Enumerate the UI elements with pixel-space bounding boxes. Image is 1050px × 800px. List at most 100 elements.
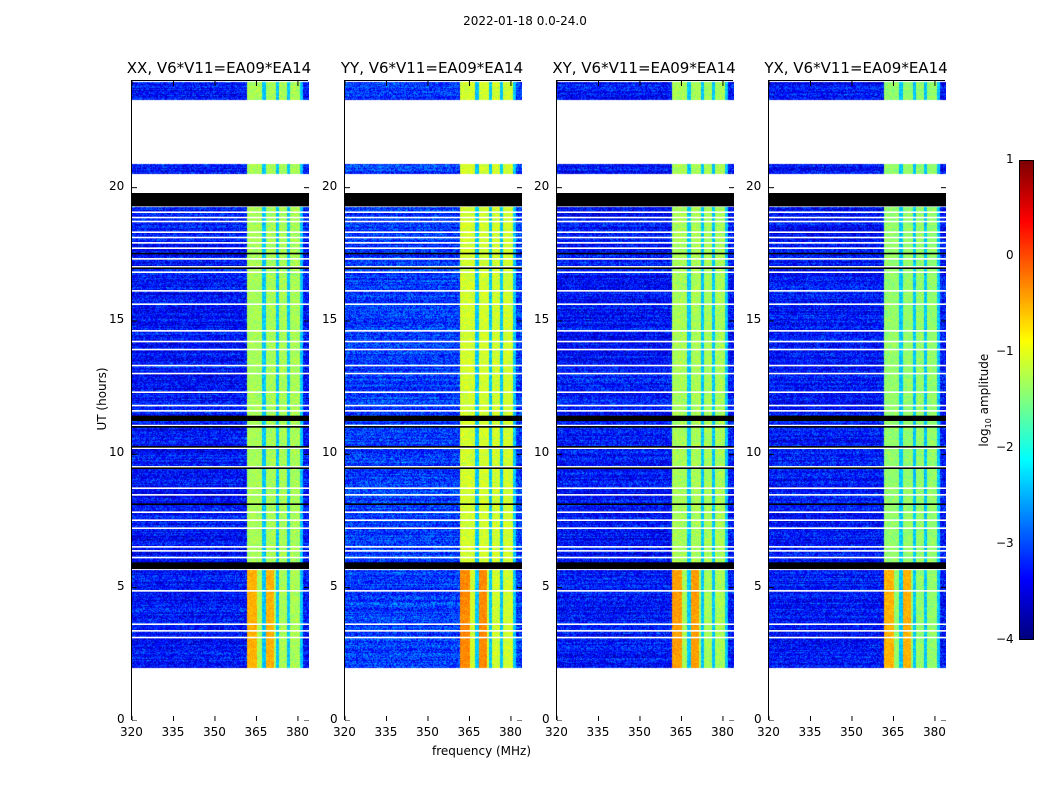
gap-line bbox=[132, 546, 309, 548]
y-tick-label: 20 bbox=[746, 178, 762, 193]
gap-line bbox=[345, 556, 522, 559]
x-tick-label: 320 bbox=[120, 725, 143, 739]
gap-line bbox=[769, 372, 946, 375]
x-tick-label: 335 bbox=[586, 725, 610, 739]
gap-line bbox=[132, 258, 309, 260]
gap-line bbox=[132, 211, 309, 213]
gap-line bbox=[557, 447, 734, 449]
gap-line bbox=[345, 330, 522, 332]
flag-line bbox=[769, 426, 946, 428]
y-tick-label: 10 bbox=[534, 445, 550, 460]
gap-line bbox=[345, 550, 522, 552]
flag-line bbox=[769, 446, 946, 448]
gap-line bbox=[345, 372, 522, 375]
gap-line bbox=[557, 466, 734, 468]
flag-line bbox=[345, 446, 522, 448]
gap-line bbox=[769, 630, 946, 632]
panel-title: XY, V6*V11=EA09*EA14 bbox=[552, 59, 736, 77]
y-tick-label: 10 bbox=[746, 445, 762, 460]
gap-line bbox=[345, 247, 522, 249]
x-tick-label: 365 bbox=[881, 725, 905, 739]
gap-line bbox=[132, 494, 309, 496]
flag-line bbox=[345, 467, 522, 469]
gap-line bbox=[769, 636, 946, 639]
x-tick-label: 350 bbox=[839, 725, 863, 739]
gap-line bbox=[132, 242, 309, 244]
gap-line bbox=[557, 372, 734, 375]
gap-line bbox=[132, 424, 309, 427]
gap-line bbox=[557, 546, 734, 548]
gap-line bbox=[345, 494, 522, 496]
gap-line bbox=[557, 231, 734, 233]
gap-line bbox=[557, 630, 734, 632]
flag-line bbox=[132, 503, 309, 505]
gap-line bbox=[345, 636, 522, 639]
flag-line bbox=[132, 467, 309, 469]
gap-line bbox=[132, 550, 309, 552]
gap-line bbox=[769, 527, 946, 529]
gap-line bbox=[132, 216, 309, 219]
panel-title: YX, V6*V11=EA09*EA14 bbox=[764, 59, 948, 77]
panel-title: XX, V6*V11=EA09*EA14 bbox=[126, 59, 312, 77]
gap-line bbox=[345, 348, 522, 351]
gap-line bbox=[345, 447, 522, 449]
colorbar-tick-label: 1 bbox=[1006, 152, 1014, 166]
gap-line bbox=[557, 623, 734, 625]
y-tick-label: 5 bbox=[754, 578, 762, 593]
gap-line bbox=[345, 466, 522, 468]
y-tick-label: 0 bbox=[754, 712, 762, 726]
gap-line bbox=[557, 247, 734, 249]
gap-line bbox=[132, 372, 309, 375]
gap-line bbox=[345, 303, 522, 305]
gap-line bbox=[132, 271, 309, 273]
gap-line bbox=[345, 404, 522, 407]
gap-line bbox=[769, 340, 946, 343]
gap-line bbox=[769, 391, 946, 393]
flagged-segment bbox=[557, 193, 734, 207]
flag-line bbox=[345, 267, 522, 269]
x-tick-label: 380 bbox=[498, 725, 522, 739]
gap-line bbox=[557, 511, 734, 513]
gap-line bbox=[132, 220, 309, 223]
gap-line bbox=[345, 630, 522, 632]
gap-line bbox=[132, 404, 309, 407]
gap-line bbox=[769, 511, 946, 513]
gap-line bbox=[557, 340, 734, 343]
gap-line bbox=[557, 636, 734, 639]
x-tick-label: 320 bbox=[333, 725, 356, 739]
y-tick-label: 10 bbox=[109, 445, 125, 460]
gap-line bbox=[132, 487, 309, 489]
flagged-segment bbox=[132, 415, 309, 421]
heatmap-image bbox=[345, 81, 522, 721]
gap-line bbox=[345, 266, 522, 268]
flag-line bbox=[557, 267, 734, 269]
flag-line bbox=[557, 446, 734, 448]
gap-line bbox=[345, 424, 522, 427]
x-tick-label: 350 bbox=[627, 725, 651, 739]
flag-line bbox=[769, 252, 946, 255]
flagged-segment bbox=[769, 562, 946, 569]
colorbar-label: log10 amplitude bbox=[976, 353, 994, 447]
gap-line bbox=[769, 590, 946, 592]
gap-line bbox=[132, 511, 309, 513]
x-tick-label: 380 bbox=[710, 725, 734, 739]
gap-line bbox=[345, 290, 522, 292]
gap-line bbox=[345, 391, 522, 393]
gap-line bbox=[345, 511, 522, 513]
gap-line bbox=[769, 404, 946, 407]
waterfall-panel bbox=[131, 80, 309, 721]
gap-line bbox=[557, 348, 734, 351]
gap-line bbox=[769, 247, 946, 249]
gap-line bbox=[769, 236, 946, 239]
gap-line bbox=[132, 231, 309, 233]
heatmap-image bbox=[557, 81, 734, 721]
gap-line bbox=[769, 447, 946, 449]
gap-line bbox=[132, 391, 309, 393]
y-tick-label: 20 bbox=[322, 178, 338, 193]
y-tick-label: 5 bbox=[117, 578, 125, 593]
gap-line bbox=[345, 216, 522, 219]
gap-line bbox=[769, 231, 946, 233]
y-tick-label: 15 bbox=[109, 312, 125, 326]
gap-line bbox=[345, 623, 522, 625]
waterfall-panel bbox=[344, 80, 522, 721]
